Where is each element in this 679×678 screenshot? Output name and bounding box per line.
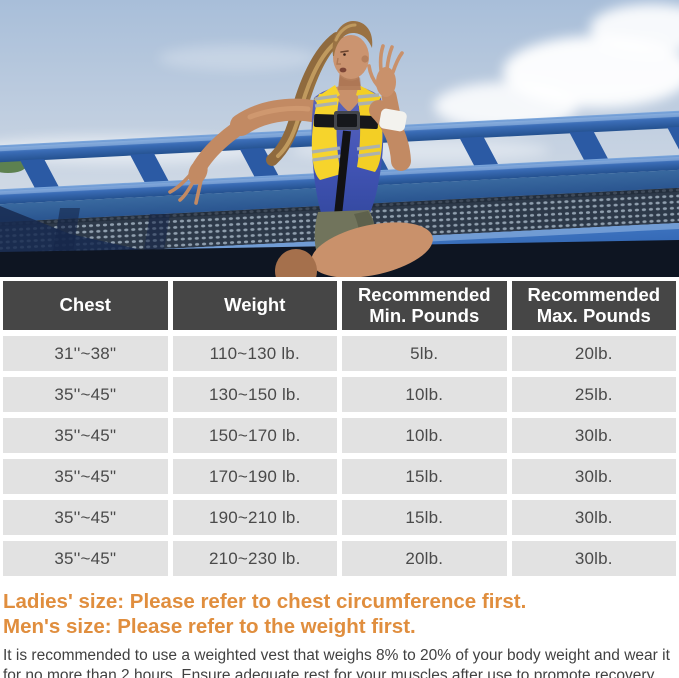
column-header-min-pounds: Recommended Min. Pounds bbox=[342, 281, 507, 330]
sizing-notes: Ladies' size: Please refer to chest circ… bbox=[0, 589, 679, 678]
vest-hanging-strap bbox=[334, 130, 351, 216]
table-cell: 10lb. bbox=[342, 377, 507, 412]
table-cell: 30lb. bbox=[511, 418, 676, 453]
hero-photo-illustration bbox=[0, 0, 679, 277]
table-cell: 35''~45" bbox=[3, 459, 168, 494]
table-cell: 35''~45" bbox=[3, 541, 168, 576]
table-cell: 35''~45" bbox=[3, 500, 168, 535]
column-header-weight: Weight bbox=[172, 281, 337, 330]
table-cell: 35''~45" bbox=[3, 377, 168, 412]
weighted-vest bbox=[311, 85, 383, 216]
hero-photo bbox=[0, 0, 679, 277]
column-header-chest: Chest bbox=[3, 281, 168, 330]
runner-left-fingers bbox=[367, 44, 404, 88]
table-cell: 10lb. bbox=[342, 418, 507, 453]
table-cell: 15lb. bbox=[342, 500, 507, 535]
runner-right-fingers bbox=[168, 173, 203, 205]
table-cell: 15lb. bbox=[342, 459, 507, 494]
table-cell: 20lb. bbox=[342, 541, 507, 576]
table-cell: 30lb. bbox=[511, 541, 676, 576]
table-cell: 210~230 lb. bbox=[172, 541, 337, 576]
runner-figure bbox=[168, 21, 433, 277]
table-cell: 31''~38" bbox=[3, 336, 168, 371]
runner-rear-leg bbox=[275, 249, 317, 277]
table-cell: 30lb. bbox=[511, 500, 676, 535]
usage-disclaimer: It is recommended to use a weighted vest… bbox=[3, 647, 670, 678]
table-cell: 35''~45" bbox=[3, 418, 168, 453]
table-cell: 190~210 lb. bbox=[172, 500, 337, 535]
table-cell: 130~150 lb. bbox=[172, 377, 337, 412]
table-cell: 150~170 lb. bbox=[172, 418, 337, 453]
table-cell: 5lb. bbox=[342, 336, 507, 371]
wristband bbox=[379, 108, 407, 132]
table-cell: 25lb. bbox=[511, 377, 676, 412]
column-header-max-pounds: Recommended Max. Pounds bbox=[511, 281, 676, 330]
table-cell: 170~190 lb. bbox=[172, 459, 337, 494]
ladies-size-note: Ladies' size: Please refer to chest circ… bbox=[3, 590, 527, 613]
table-cell: 110~130 lb. bbox=[172, 336, 337, 371]
runner-face bbox=[336, 50, 369, 73]
table-cell: 20lb. bbox=[511, 336, 676, 371]
table-cell: 30lb. bbox=[511, 459, 676, 494]
size-table: Chest Weight Recommended Min. Pounds Rec… bbox=[0, 281, 679, 576]
mens-size-note: Men's size: Please refer to the weight f… bbox=[3, 615, 416, 638]
runner-thigh bbox=[311, 222, 433, 277]
distant-trees bbox=[0, 159, 26, 173]
runner-left-hand bbox=[376, 67, 396, 97]
